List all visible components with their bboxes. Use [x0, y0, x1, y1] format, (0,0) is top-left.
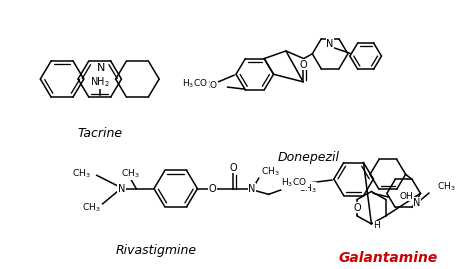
Text: CH$_3$: CH$_3$ [72, 167, 91, 180]
Text: OH: OH [399, 192, 413, 201]
Text: H$_3$CO: H$_3$CO [182, 77, 209, 90]
Text: NH$_2$: NH$_2$ [90, 75, 109, 89]
Text: H: H [373, 221, 380, 230]
Text: O: O [229, 163, 237, 173]
Text: O: O [209, 184, 216, 194]
Text: CH$_3$: CH$_3$ [437, 180, 456, 193]
Text: H$_3$CO: H$_3$CO [192, 80, 218, 92]
Text: N: N [413, 198, 421, 208]
Text: O: O [300, 60, 307, 70]
Text: Donepezil: Donepezil [278, 150, 340, 164]
Text: Tacrine: Tacrine [77, 127, 122, 140]
Text: H$_3$CO: H$_3$CO [281, 177, 307, 189]
Text: CH$_3$: CH$_3$ [121, 167, 139, 180]
Text: CH$_3$: CH$_3$ [261, 165, 279, 178]
Text: CH$_3$: CH$_3$ [298, 182, 317, 195]
Text: Rivastigmine: Rivastigmine [115, 244, 197, 257]
Text: N: N [118, 184, 125, 194]
Text: Galantamine: Galantamine [338, 251, 438, 265]
Text: N: N [327, 39, 334, 49]
Text: O: O [353, 203, 361, 213]
Text: CH$_3$: CH$_3$ [82, 201, 100, 214]
Text: N: N [248, 184, 255, 194]
Text: N: N [97, 62, 105, 73]
